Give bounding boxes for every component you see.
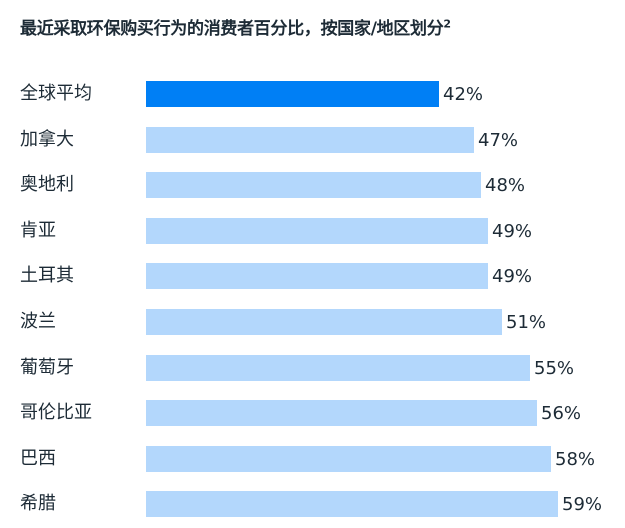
value-label: 49% (492, 266, 533, 287)
category-label: 肯亚 (20, 220, 56, 241)
bar-row: 葡萄牙 55% (0, 355, 625, 381)
category-label: 巴西 (20, 448, 56, 469)
category-label: 加拿大 (20, 129, 74, 150)
category-label: 葡萄牙 (20, 357, 74, 378)
value-label: 59% (562, 494, 603, 515)
bar (146, 127, 474, 153)
footnote-marker: 2 (443, 17, 451, 31)
bar-row: 哥伦比亚 56% (0, 400, 625, 426)
value-label: 51% (506, 312, 547, 333)
value-label: 49% (492, 221, 533, 242)
category-label: 全球平均 (20, 83, 92, 104)
bar (146, 81, 439, 107)
bar (146, 400, 537, 426)
category-label: 土耳其 (20, 265, 74, 286)
bar (146, 355, 530, 381)
category-label: 希腊 (20, 493, 56, 514)
bar-row: 土耳其 49% (0, 263, 625, 289)
bar (146, 309, 502, 335)
bar-row: 波兰 51% (0, 309, 625, 335)
value-label: 47% (478, 130, 519, 151)
bar (146, 172, 481, 198)
bar-row: 希腊 59% (0, 491, 625, 517)
bar (146, 446, 551, 472)
bar-row: 加拿大 47% (0, 127, 625, 153)
category-label: 哥伦比亚 (20, 402, 92, 423)
category-label: 波兰 (20, 311, 56, 332)
value-label: 58% (555, 449, 596, 470)
bar (146, 218, 488, 244)
bar (146, 263, 488, 289)
chart-title: 最近采取环保购买行为的消费者百分比，按国家/地区划分2 (20, 14, 451, 39)
value-label: 48% (485, 175, 526, 196)
value-label: 55% (534, 358, 575, 379)
value-label: 56% (541, 403, 582, 424)
chart-title-text: 最近采取环保购买行为的消费者百分比，按国家/地区划分 (20, 19, 444, 39)
category-label: 奥地利 (20, 174, 74, 195)
bar-row: 全球平均 42% (0, 81, 625, 107)
bar-row: 巴西 58% (0, 446, 625, 472)
bar (146, 491, 558, 517)
value-label: 42% (443, 84, 484, 105)
bar-row: 奥地利 48% (0, 172, 625, 198)
bar-row: 肯亚 49% (0, 218, 625, 244)
